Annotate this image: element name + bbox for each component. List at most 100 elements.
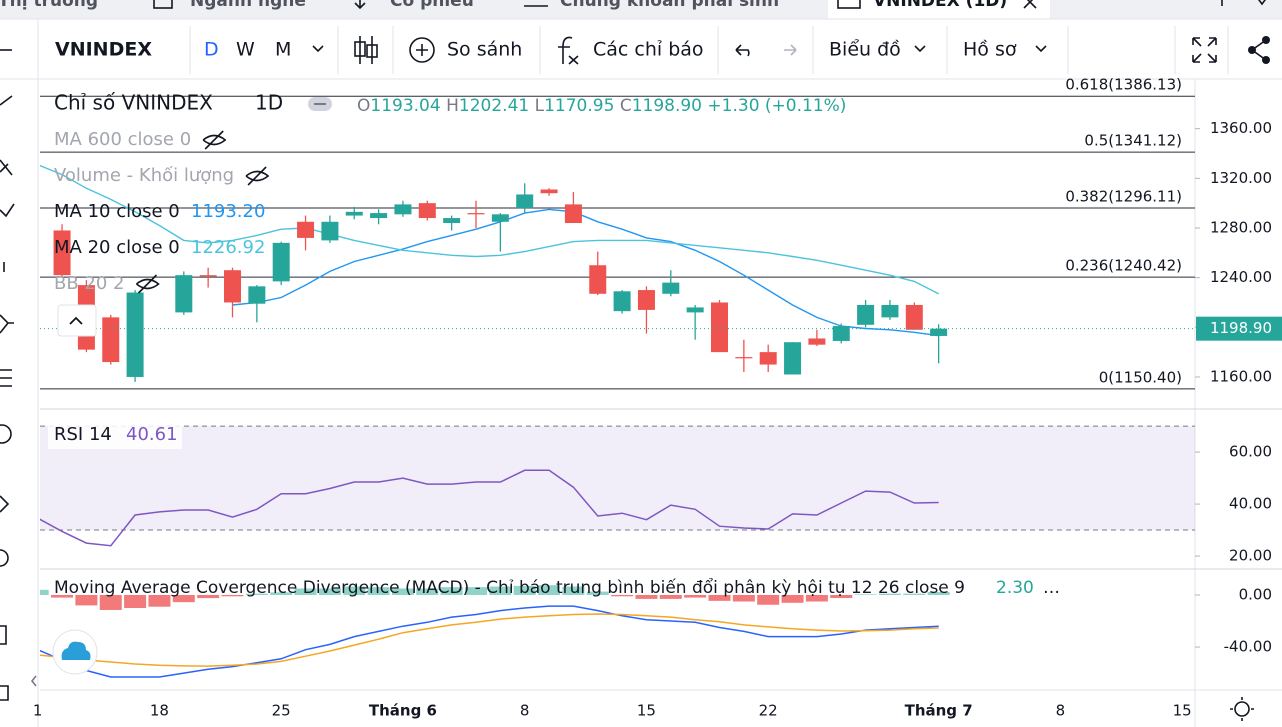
ohlc-value: 1198.90 [632,96,702,116]
tool[interactable] [0,314,14,334]
x-tick-label: 8 [520,702,530,720]
undo[interactable] [735,44,750,57]
interval[interactable]: W [236,39,255,61]
candle-body [394,204,412,215]
hidden-indicator: Volume - Khối lượng [54,165,234,186]
overlay: 0.618(1386.13) 0.5(1341.12) 0.382(1296.11)… [33,76,1282,720]
macd-histogram-bar [318,588,341,595]
macd-histogram-bar [781,594,804,603]
moving-average-line [40,164,940,295]
indicators-button[interactable]: Các chỉ báo [593,39,704,61]
x-tick-label: Tháng 6 [369,702,437,720]
last-price-tag [1196,316,1282,341]
close-tab[interactable] [1023,0,1037,9]
settings[interactable] [1234,701,1250,717]
ohlc-key: C [620,96,632,116]
tool[interactable] [0,424,12,444]
symbol[interactable]: VNINDEX [55,39,152,61]
share-dot [1248,46,1256,54]
macd-histogram-bar [465,587,487,595]
candle-body [930,328,948,336]
macd-histogram-bar [270,592,293,595]
rsi-band [40,426,1195,531]
legend-name: RSI 14 [54,424,112,445]
macd-histogram-bar [684,594,707,598]
tool[interactable] [0,495,10,513]
compare-button[interactable]: So sánh [447,39,522,61]
macd-histogram-bar [343,586,366,595]
macd-histogram-bar [75,594,98,606]
macd-histogram-bar [805,594,828,602]
rsi-line [40,469,939,547]
hidden-eye-icon [135,274,160,294]
tool[interactable] [0,369,12,387]
tool[interactable] [0,159,13,176]
tool[interactable] [0,549,9,567]
candle-icon[interactable] [359,36,373,64]
legend-toggle[interactable] [57,304,97,337]
candle-body [711,302,728,353]
change-value: +1.30 (+0.11%) [707,96,846,116]
chevron[interactable] [1035,45,1047,53]
hidden-indicator: MA 600 close 0 [54,129,191,150]
hidden-eye-icon [202,130,227,150]
macd-histogram-bar [927,591,950,595]
y-tick-label: 1160.00 [1210,367,1272,385]
x-tick-label: 25 [272,702,291,720]
candle-body [370,213,388,219]
candle-body [321,221,339,241]
chart-type-button[interactable]: Biểu đồ [829,39,901,61]
legend-more[interactable]: … [1043,578,1060,598]
x-tick-label: 1 [33,702,43,720]
compare-icon [416,44,428,56]
tab[interactable]: Cổ phiếu [390,0,474,11]
interval[interactable]: M [275,39,291,61]
macd-histogram-bar [294,588,317,595]
compare-icon[interactable] [409,37,435,63]
candle-body [126,292,144,377]
y-tick-label: 40.00 [1229,495,1272,513]
tab[interactable]: Ngành nghề [190,0,306,11]
x-tick-label: 18 [150,702,169,720]
macd-histogram-bar [635,594,658,599]
interval-label: 1D [255,91,283,115]
candle-body [345,211,363,216]
redo[interactable] [784,44,797,56]
ohlc-value: 1202.41 [459,96,529,116]
macd-histogram-bar [391,588,414,595]
macd-histogram-bar [40,589,49,595]
macd-histogram-bar [878,593,901,595]
tab[interactable]: Chứng khoán phái sinh [560,0,779,11]
candle-body [418,203,436,219]
tab[interactable]: VNINDEX (1D) [873,0,1007,11]
tab[interactable]: Thị trường [0,0,98,11]
macd-histogram-bar [99,594,122,610]
macd-histogram-bar [221,594,244,597]
tool[interactable] [0,203,15,218]
logo[interactable] [61,641,91,660]
macd-histogram-bar [586,591,609,595]
fullscreen[interactable] [1192,37,1217,63]
macd-line [40,605,939,678]
fib-label: 0.236(1240.42) [1065,257,1182,275]
candle-body [564,204,582,224]
candle-body [53,230,71,276]
candle-body [613,291,631,312]
tool[interactable] [0,95,13,106]
macd-histogram-bar [197,594,220,599]
chevron[interactable] [312,45,324,53]
indicators-icon[interactable] [558,36,579,65]
macd-histogram-bar [416,588,439,595]
chevron[interactable] [914,45,926,53]
collapse[interactable] [30,675,37,687]
y-tick-label: 1280.00 [1210,218,1272,236]
candle-body [905,304,923,330]
tool[interactable] [0,685,9,701]
tool[interactable] [0,625,7,645]
legend-value: 1193.20 [191,201,265,222]
interval[interactable]: D [204,39,219,61]
legend-name: Moving Average Covergence Divergence (MA… [54,577,965,598]
y-tick-label: 0.00 [1239,585,1272,603]
profile-button[interactable]: Hồ sơ [963,39,1017,61]
last-price-label: 1198.90 [1210,319,1272,337]
